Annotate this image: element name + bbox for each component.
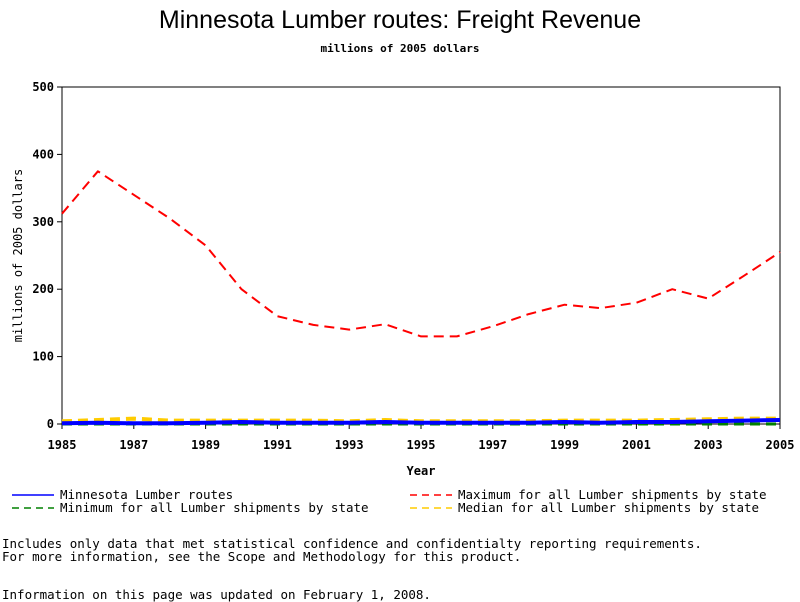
x-tick-label: 1993	[335, 438, 364, 452]
legend-item-minimum: Minimum for all Lumber shipments by stat…	[12, 500, 369, 515]
y-tick-label: 100	[32, 350, 54, 364]
legend-swatch-median	[410, 506, 452, 509]
legend-label-median: Median for all Lumber shipments by state	[458, 500, 760, 515]
footnote-methodology: For more information, see the Scope and …	[2, 549, 522, 564]
legend-label-minnesota: Minnesota Lumber routes	[60, 487, 234, 502]
line-chart: 0 100 200 300 400 500 1985 1987 1989 1991 1993 1995…	[11, 80, 795, 478]
legend-item-minnesota: Minnesota Lumber routes	[12, 487, 233, 502]
legend-swatch-minnesota	[12, 493, 54, 496]
y-tick-label: 500	[32, 80, 54, 94]
x-tick-label: 1999	[550, 438, 579, 452]
x-tick-label: 2003	[694, 438, 723, 452]
y-axis-label: millions of 2005 dollars	[11, 169, 25, 342]
x-tick-label: 2001	[622, 438, 651, 452]
chart-subtitle: millions of 2005 dollars	[320, 42, 480, 55]
y-tick-label: 300	[32, 215, 54, 229]
y-tick-label: 0	[47, 417, 54, 431]
x-tick-label: 2005	[766, 438, 795, 452]
x-tick-label: 1995	[407, 438, 436, 452]
legend-label-minimum: Minimum for all Lumber shipments by stat…	[60, 500, 369, 515]
x-tick-label: 1985	[48, 438, 77, 452]
series-line-maximum	[61, 170, 781, 338]
x-tick-label: 1989	[191, 438, 220, 452]
footnote-updated: Information on this page was updated on …	[2, 587, 431, 602]
legend-item-maximum: Maximum for all Lumber shipments by stat…	[410, 487, 767, 502]
plot-frame	[61, 86, 781, 425]
x-tick-label: 1987	[119, 438, 148, 452]
y-tick-label: 200	[32, 282, 54, 296]
x-tick-label: 1997	[478, 438, 507, 452]
chart-title: Minnesota Lumber routes: Freight Revenue	[158, 6, 642, 34]
x-tick-label: 1991	[263, 438, 292, 452]
legend-swatch-minimum	[12, 506, 54, 509]
y-tick-label: 400	[32, 147, 54, 161]
series-line-minnesota	[61, 418, 781, 426]
legend-label-maximum: Maximum for all Lumber shipments by stat…	[458, 487, 767, 502]
footnote-confidence: Includes only data that met statistical …	[2, 536, 702, 551]
legend-item-median: Median for all Lumber shipments by state	[410, 500, 759, 515]
legend-swatch-maximum	[410, 493, 452, 496]
x-axis-label: Year	[407, 464, 436, 478]
